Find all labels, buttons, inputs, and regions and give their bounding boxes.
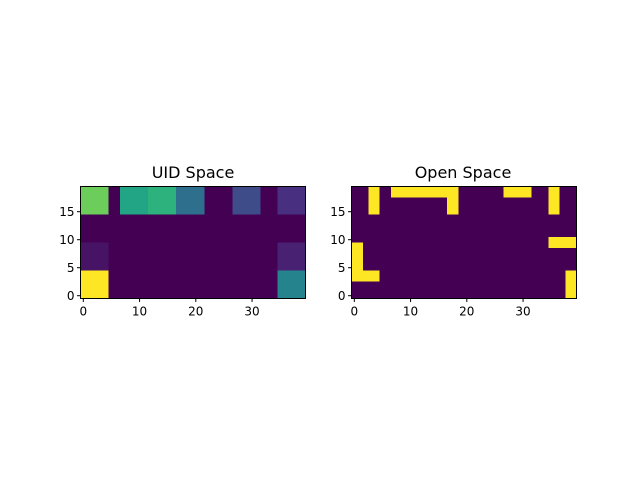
uid-space-cell-9: [277, 270, 306, 299]
uid-space-x-tick-label: 0: [79, 305, 87, 319]
uid-space-y-tick-label: 15: [59, 205, 74, 219]
uid-space-frame: [80, 186, 306, 299]
open-space-x-tick-label: 20: [459, 305, 474, 319]
open-space-heatmap: [351, 186, 577, 299]
open-space-cell-5: [548, 236, 577, 249]
open-space-y-axis: 0 5 10 15: [330, 205, 352, 303]
uid-space-cell-6: [80, 242, 109, 271]
uid-space-x-tick-label: 20: [188, 305, 203, 319]
open-space-y-tick-label: 15: [330, 205, 345, 219]
uid-space-cell-1: [119, 186, 148, 215]
uid-space-cell-3: [176, 186, 205, 215]
open-space-frame: [351, 186, 577, 299]
uid-space-cell-4: [232, 186, 261, 215]
open-space-axes: Open Space 0 10 20 30 0 5 10 15: [330, 163, 577, 319]
uid-space-title: UID Space: [152, 163, 235, 182]
open-space-cell-2: [447, 197, 459, 215]
open-space-y-tick-label: 5: [338, 261, 346, 275]
open-space-cell-0: [368, 186, 380, 215]
open-space-background-cell: [351, 186, 577, 299]
uid-space-axes: UID Space 0 10 20 30 0 5 10 15: [59, 163, 306, 319]
uid-space-x-tick-label: 30: [244, 305, 259, 319]
uid-space-y-axis: 0 5 10 15: [59, 205, 81, 303]
uid-space-cell-5: [277, 186, 306, 215]
open-space-cell-4: [548, 186, 560, 215]
open-space-cell-3: [503, 186, 532, 198]
open-space-x-tick-label: 10: [403, 305, 418, 319]
open-space-cell-7: [351, 270, 380, 282]
uid-space-y-tick-label: 5: [67, 261, 75, 275]
open-space-x-axis: 0 10 20 30: [350, 298, 531, 319]
uid-space-heatmap: [80, 186, 306, 299]
open-space-x-tick-label: 0: [350, 305, 358, 319]
uid-space-cell-0: [80, 186, 109, 215]
uid-space-y-tick-label: 10: [59, 233, 74, 247]
open-space-y-tick-label: 0: [338, 289, 346, 303]
uid-space-cell-2: [148, 186, 177, 215]
open-space-cell-8: [565, 270, 577, 299]
uid-space-cell-8: [80, 270, 109, 299]
uid-space-cell-7: [277, 242, 306, 271]
open-space-cell-6: [351, 242, 363, 282]
open-space-cell-1: [390, 186, 459, 198]
uid-space-x-tick-label: 10: [132, 305, 147, 319]
open-space-title: Open Space: [415, 163, 512, 182]
uid-space-y-tick-label: 0: [67, 289, 75, 303]
uid-space-x-axis: 0 10 20 30: [79, 298, 260, 319]
open-space-y-tick-label: 10: [330, 233, 345, 247]
open-space-x-tick-label: 30: [515, 305, 530, 319]
